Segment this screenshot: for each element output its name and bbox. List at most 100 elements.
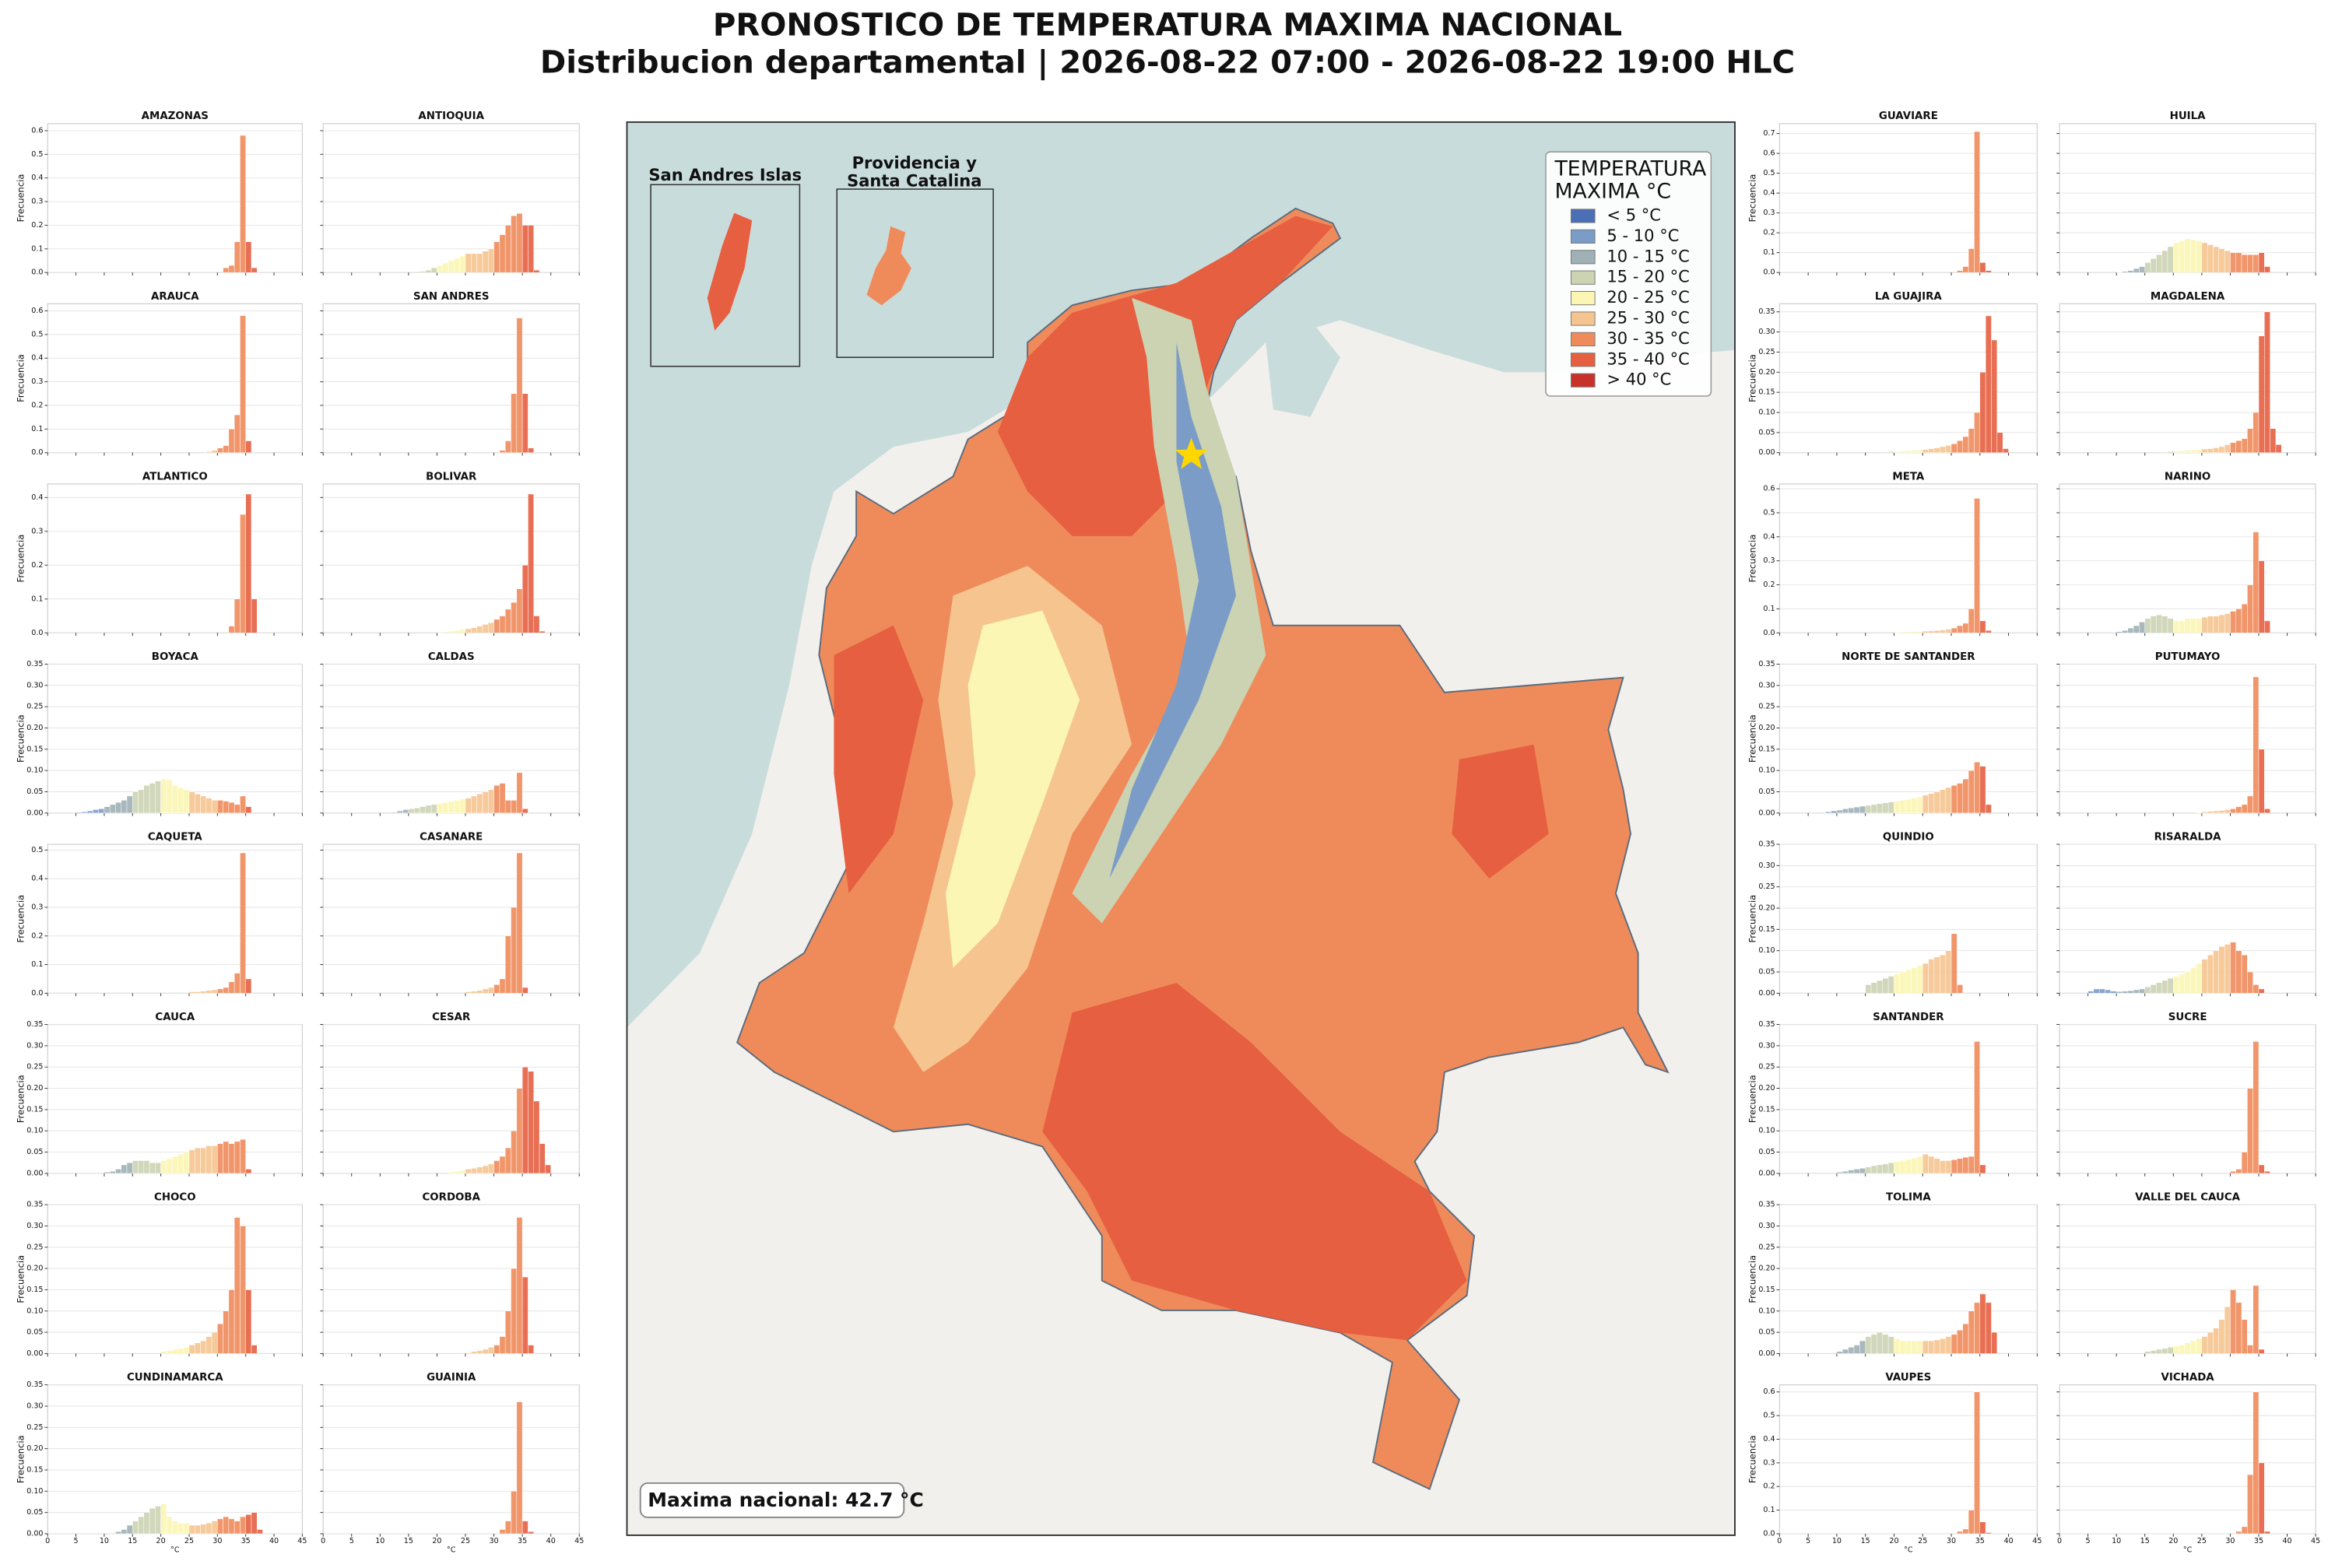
bar <box>1865 805 1872 814</box>
bar <box>138 789 145 814</box>
bar <box>177 1348 184 1354</box>
bar <box>2139 988 2145 994</box>
bar <box>1945 787 1952 814</box>
y-tick-label: 0.05 <box>26 788 43 796</box>
y-tick-label: 0.4 <box>31 174 43 182</box>
y-tick-label: 0.00 <box>1758 809 1775 817</box>
bar <box>1985 804 1992 814</box>
bar <box>533 1100 540 1174</box>
bar <box>1933 447 1940 453</box>
bar <box>1962 1528 1969 1535</box>
y-tick-label: 0.30 <box>1758 1222 1775 1230</box>
bar <box>528 1345 534 1354</box>
y-tick-label: 0.5 <box>31 330 43 339</box>
bar <box>459 255 466 273</box>
bar <box>1957 1330 1963 1354</box>
bar <box>2133 989 2140 994</box>
bar <box>217 800 223 814</box>
bar <box>1945 950 1952 994</box>
bar <box>149 1507 156 1535</box>
y-tick-label: 0.4 <box>1763 189 1775 198</box>
bar <box>2241 1319 2248 1354</box>
bar <box>138 1516 145 1535</box>
bar <box>132 1521 139 1535</box>
bar <box>2093 988 2100 994</box>
bar <box>171 785 178 814</box>
bar <box>516 772 523 814</box>
x-tick-label: 30 <box>489 1537 498 1545</box>
bar <box>504 609 511 633</box>
bar <box>2087 991 2094 994</box>
axes-frame <box>47 1384 303 1535</box>
bar <box>482 624 489 633</box>
bar <box>2196 618 2203 633</box>
bar <box>1905 1159 1912 1174</box>
bar <box>200 991 207 994</box>
bar <box>1836 1172 1843 1174</box>
bar <box>1940 1338 1946 1354</box>
y-tick-label: 0.6 <box>1763 1387 1775 1396</box>
bar <box>2230 1170 2236 1174</box>
bar <box>482 988 489 994</box>
y-tick-label: 0.30 <box>1758 681 1775 689</box>
bar <box>217 447 223 453</box>
bar <box>2258 1349 2265 1354</box>
x-tick-label: 25 <box>461 1537 470 1545</box>
bar <box>2190 239 2196 273</box>
y-tick-label: 0.6 <box>31 126 43 135</box>
bar <box>1928 793 1935 814</box>
y-tick-label: 0.1 <box>31 595 43 603</box>
bar <box>2241 1526 2248 1535</box>
bar <box>217 1518 223 1535</box>
bar <box>2156 982 2162 994</box>
bar <box>1848 1170 1855 1174</box>
andes <box>1109 342 1237 879</box>
panel-title: TOLIMA <box>1886 1192 1931 1204</box>
bar <box>1911 967 1918 994</box>
bar <box>1899 800 1906 814</box>
panel-title: META <box>1892 471 1925 482</box>
bar <box>240 514 246 633</box>
y-tick-label: 0.05 <box>26 1508 43 1517</box>
bar <box>188 1345 195 1354</box>
bar <box>2241 804 2248 814</box>
panel-title: LA GUAJIRA <box>1875 291 1943 303</box>
bar <box>2258 1164 2265 1174</box>
bar <box>223 445 230 453</box>
bar <box>217 1323 223 1354</box>
x-tick-label: 45 <box>2311 1537 2320 1545</box>
y-tick-label: 0.4 <box>31 493 43 502</box>
bar <box>1985 630 1992 633</box>
y-tick-label: 0.1 <box>31 960 43 969</box>
bar <box>430 804 437 814</box>
bar <box>1974 1041 1981 1174</box>
x-tick-label: 20 <box>156 1537 166 1545</box>
bar <box>121 800 128 814</box>
y-tick-label: 0.25 <box>26 703 43 711</box>
legend-label: 10 - 15 °C <box>1606 246 1689 265</box>
y-axis-label: Frecuencia <box>15 714 26 763</box>
bar <box>2275 444 2282 453</box>
bar <box>2122 991 2129 994</box>
y-tick-label: 0.5 <box>31 846 43 854</box>
bar <box>1870 1165 1877 1174</box>
bar <box>1887 1162 1894 1174</box>
bar <box>2144 1351 2151 1354</box>
bar <box>2224 944 2231 994</box>
bar <box>2139 266 2145 273</box>
bar <box>195 1524 201 1535</box>
bar <box>121 1529 128 1535</box>
x-tick-label: 35 <box>241 1537 251 1545</box>
bar <box>2207 954 2214 994</box>
bar <box>1853 1169 1860 1174</box>
bar <box>1985 315 1992 453</box>
y-tick-label: 0.20 <box>26 1084 43 1093</box>
bar <box>234 1217 241 1354</box>
bar <box>1853 806 1860 814</box>
bar <box>391 812 398 814</box>
bar <box>1957 270 1963 273</box>
bar <box>471 627 477 633</box>
y-tick-label: 0.10 <box>26 766 43 775</box>
bar <box>109 1170 116 1174</box>
legend-swatch <box>1571 270 1596 285</box>
